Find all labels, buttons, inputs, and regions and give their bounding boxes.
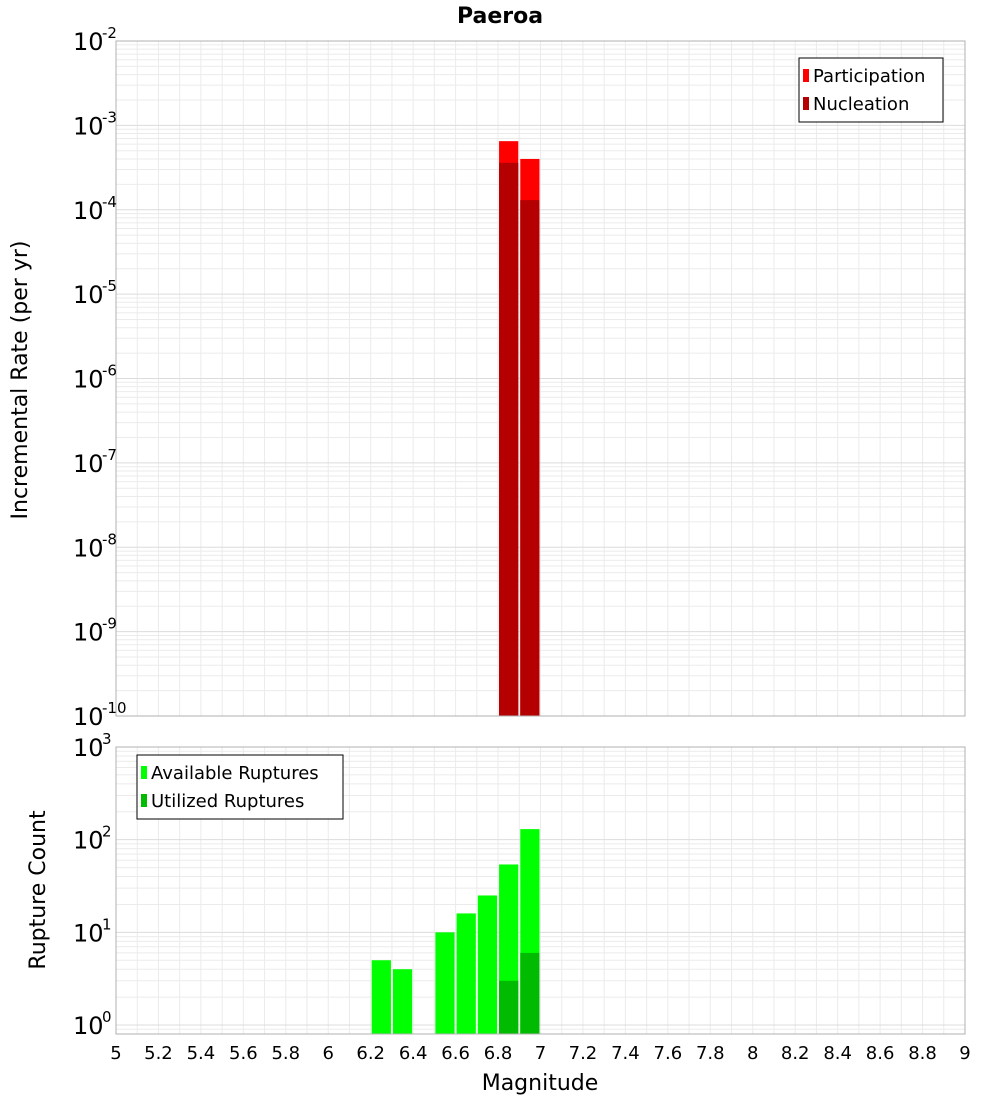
y-tick-exponent: -5 <box>102 277 117 295</box>
y-tick-label: 10 <box>73 1012 104 1040</box>
chart-title: Paeroa <box>457 4 543 29</box>
legend-label: Utilized Ruptures <box>151 791 304 812</box>
top-plot-grid <box>115 41 966 717</box>
y-tick-label: 10 <box>73 281 104 309</box>
y-tick-exponent: 2 <box>102 823 112 841</box>
y-tick-exponent: -6 <box>102 362 117 380</box>
y-tick-label: 10 <box>73 734 104 762</box>
y-tick-label: 10 <box>73 703 104 731</box>
plot-frames <box>115 40 966 1035</box>
legend-swatch <box>141 766 147 779</box>
bottom-plot-bars <box>371 829 540 1034</box>
bottom-legend: Available Ruptures Utilized Ruptures <box>136 754 344 820</box>
bar-available-ruptures <box>435 932 455 1034</box>
y-tick-label: 10 <box>73 28 104 56</box>
x-tick-label: 6 <box>323 1043 334 1064</box>
y-tick-exponent: -7 <box>102 446 117 464</box>
y-tick-exponent: -4 <box>102 193 117 211</box>
bar-available-ruptures <box>392 969 413 1034</box>
legend-box <box>136 754 344 820</box>
y-tick-exponent: 1 <box>102 915 112 933</box>
x-tick-label: 7.6 <box>654 1043 683 1064</box>
legend-label: Nucleation <box>813 94 909 115</box>
bar-nucleation <box>499 162 519 716</box>
y-tick-label: 10 <box>73 450 104 478</box>
x-tick-label: 7.4 <box>611 1043 640 1064</box>
top-legend: Participation Nucleation <box>798 57 944 123</box>
x-tick-label: 5.2 <box>144 1043 173 1064</box>
x-axis-label: Magnitude <box>482 1071 599 1096</box>
x-tick-label: 6.2 <box>356 1043 385 1064</box>
y-tick-exponent: -3 <box>102 108 117 126</box>
x-tick-label: 6.4 <box>399 1043 428 1064</box>
y-tick-label: 10 <box>73 366 104 394</box>
y-tick-label: 10 <box>73 112 104 140</box>
x-tick-label: 6.6 <box>441 1043 470 1064</box>
x-tick-label: 9 <box>959 1043 970 1064</box>
legend-swatch <box>803 97 809 110</box>
x-tick-label: 8.4 <box>823 1043 852 1064</box>
y-tick-label: 10 <box>73 619 104 647</box>
top-y-axis-label: Incremental Rate (per yr) <box>8 241 33 520</box>
y-tick-exponent: -10 <box>102 699 127 717</box>
bottom-plot-frame <box>115 746 966 1035</box>
legend-box <box>798 57 944 123</box>
x-tick-label: 5.4 <box>187 1043 216 1064</box>
y-tick-exponent: 0 <box>102 1008 112 1026</box>
x-tick-label: 5.6 <box>229 1043 258 1064</box>
legend-swatch <box>803 69 809 82</box>
x-tick-label: 8.8 <box>908 1043 937 1064</box>
x-tick-label: 5 <box>110 1043 121 1064</box>
x-tick-label: 8.6 <box>866 1043 895 1064</box>
y-tick-label: 10 <box>73 197 104 225</box>
bottom-y-axis-label: Rupture Count <box>26 810 51 970</box>
bar-utilized-ruptures <box>520 952 540 1034</box>
legend-label: Available Ruptures <box>151 763 319 784</box>
y-tick-exponent: -8 <box>102 530 117 548</box>
bar-available-ruptures <box>456 913 476 1034</box>
x-tick-label: 8 <box>747 1043 758 1064</box>
x-tick-label: 6.8 <box>484 1043 513 1064</box>
y-tick-label: 10 <box>73 919 104 947</box>
y-tick-exponent: 3 <box>102 730 112 748</box>
x-tick-label: 7 <box>535 1043 546 1064</box>
bar-utilized-ruptures <box>499 980 519 1034</box>
top-plot-frame <box>115 40 966 717</box>
x-tick-label: 7.2 <box>569 1043 598 1064</box>
bar-nucleation <box>520 200 540 716</box>
y-tick-label: 10 <box>73 827 104 855</box>
bar-available-ruptures <box>371 960 391 1034</box>
y-tick-exponent: -2 <box>102 24 117 42</box>
y-tick-exponent: -9 <box>102 615 117 633</box>
x-ticks: 5 5.2 5.4 5.6 5.8 6 6.2 6.4 6.6 6.8 7 7.2 7.4 7.6 7.8 8… <box>110 1043 970 1064</box>
x-tick-label: 5.8 <box>271 1043 300 1064</box>
legend-label: Participation <box>813 66 925 87</box>
top-plot-bars <box>499 141 540 717</box>
x-tick-label: 7.8 <box>696 1043 725 1064</box>
bar-available-ruptures <box>477 895 498 1034</box>
legend-swatch <box>141 794 147 807</box>
y-tick-label: 10 <box>73 534 104 562</box>
x-tick-label: 8.2 <box>781 1043 810 1064</box>
